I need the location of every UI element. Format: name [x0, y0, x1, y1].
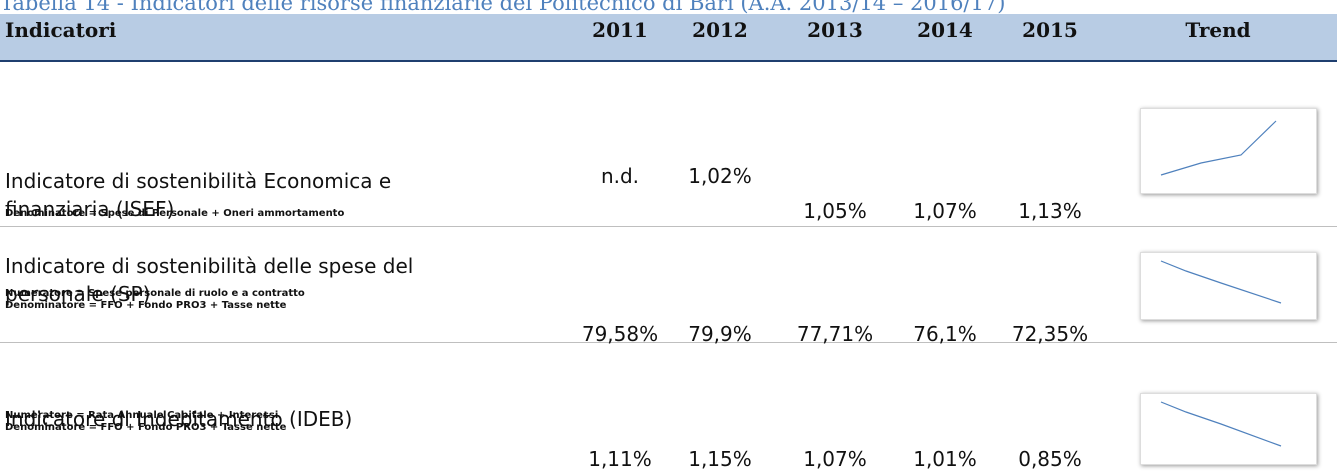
indicator-note: Numeratore = Rata Annuale Capitale + Int… [5, 410, 279, 421]
sparkline [1160, 120, 1277, 176]
column-header: 2011 [592, 18, 648, 42]
column-header: 2014 [917, 18, 973, 42]
row-separator [0, 342, 1337, 343]
cell-value: 1,15% [688, 447, 752, 471]
cell-value: 1,02% [688, 164, 752, 188]
cell-value: 77,71% [796, 322, 874, 346]
column-header: Indicatori [5, 18, 117, 42]
cell-value: 1,07% [803, 447, 867, 471]
column-header: Trend [1185, 18, 1251, 42]
cell-value: 72,35% [1011, 322, 1089, 346]
sparkline [1160, 401, 1282, 447]
indicator-note: Denominatore = FFO + Fondo PRO3 + Tasse … [5, 422, 287, 433]
indicator-note: Denominatore = FFO + Fondo PRO3 + Tasse … [5, 300, 287, 311]
cell-value: 79,9% [688, 322, 752, 346]
indicator-name: Indicatore di sostenibilità delle spese … [5, 254, 414, 306]
indicator-name: Indicatore di Indebitamento (IDEB) [5, 407, 353, 431]
indicator-name: Indicatore di sostenibilità Economica e … [5, 169, 392, 221]
trend-chart [1140, 393, 1317, 465]
cell-value: 1,01% [913, 447, 977, 471]
indicator-note: Denominatore = Spese di Personale + Oner… [5, 208, 345, 219]
cell-value: 1,05% [803, 199, 867, 223]
header-bar [0, 14, 1337, 62]
sparkline [1160, 260, 1282, 304]
trend-chart [1140, 252, 1317, 320]
column-header: 2013 [807, 18, 863, 42]
cell-value: n.d. [600, 164, 640, 188]
cell-value: 1,13% [1018, 199, 1082, 223]
indicator-note: Numeratore = Spese personale di ruolo e … [5, 288, 305, 299]
cell-value: 0,85% [1018, 447, 1082, 471]
table-title: Tabella 14 - Indicatori delle risorse fi… [0, 0, 1006, 15]
cell-value: 79,58% [581, 322, 659, 346]
cell-value: 1,07% [913, 199, 977, 223]
trend-chart [1140, 108, 1317, 194]
column-header: 2012 [692, 18, 748, 42]
cell-value: 76,1% [913, 322, 977, 346]
row-separator [0, 226, 1337, 227]
cell-value: 1,11% [588, 447, 652, 471]
column-header: 2015 [1022, 18, 1078, 42]
